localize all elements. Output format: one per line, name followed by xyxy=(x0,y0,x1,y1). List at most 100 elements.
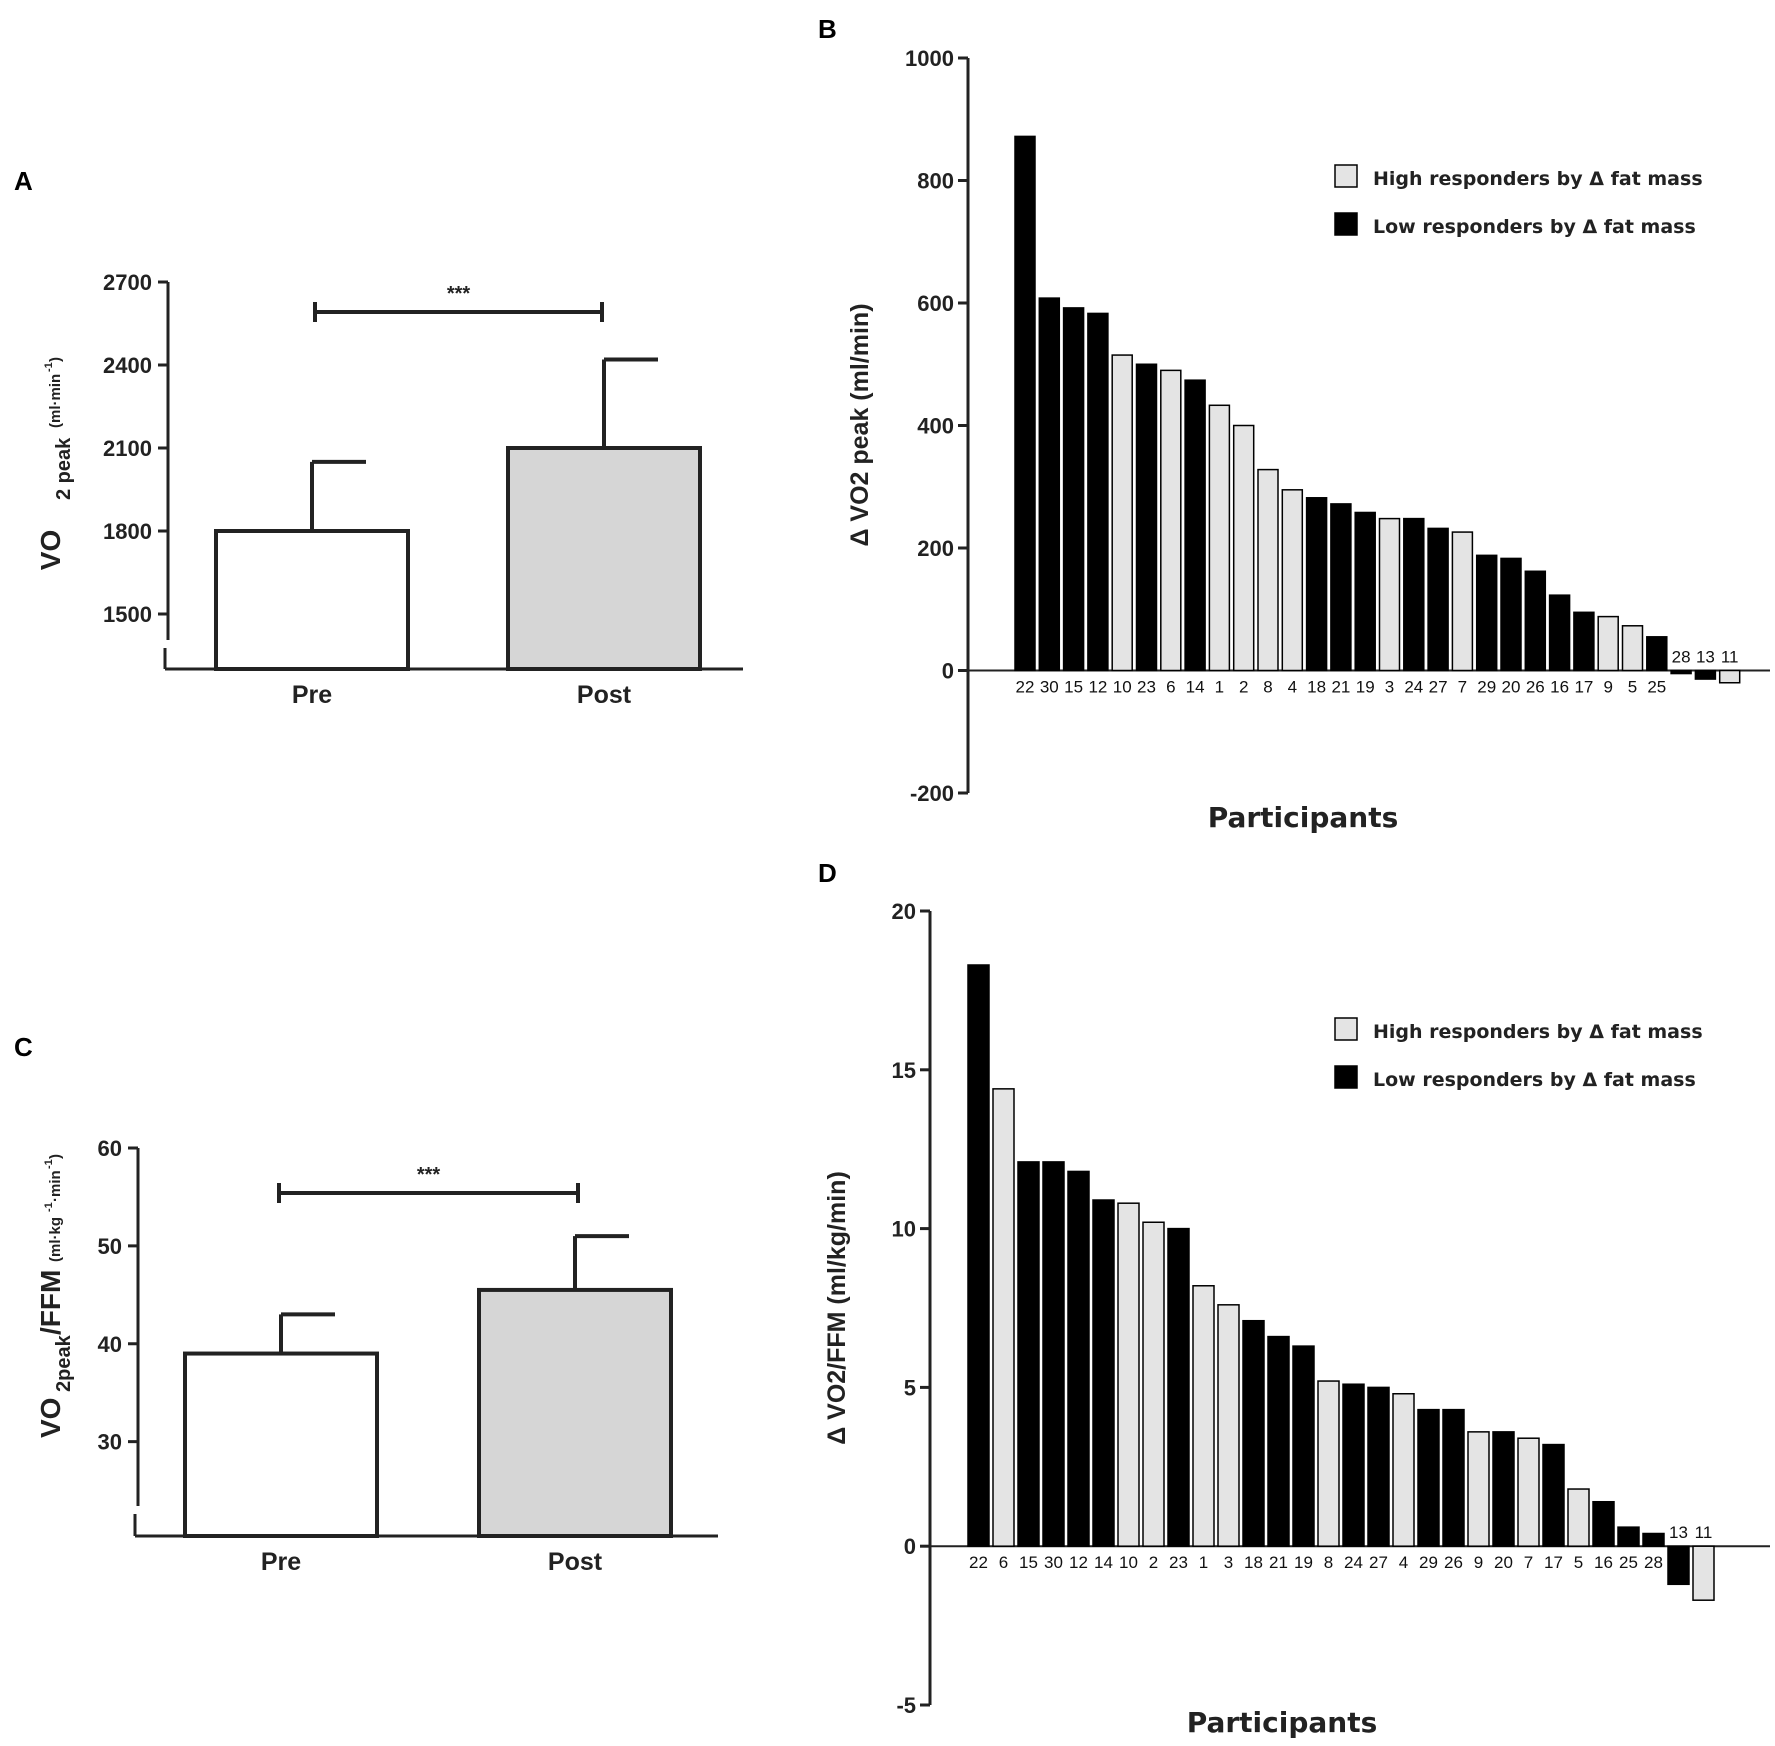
participant-label: 19 xyxy=(1294,1553,1313,1572)
bar-participant-26 xyxy=(1442,1408,1465,1547)
y-axis-label: Δ VO2 peak (ml/min) xyxy=(846,303,874,546)
y-label-units: (ml·min xyxy=(47,374,64,428)
participant-label: 28 xyxy=(1644,1553,1663,1572)
y-tick-label: 0 xyxy=(904,1534,916,1559)
bar-participant-13 xyxy=(1667,1545,1690,1586)
bar-participant-19 xyxy=(1354,511,1376,672)
y-axis-label-a: VO 2 peak (ml·min -1) xyxy=(35,357,75,570)
bar-participant-29 xyxy=(1475,554,1498,672)
legend-swatch-high xyxy=(1334,164,1358,188)
bar-participant-19 xyxy=(1292,1345,1315,1547)
participant-label: 29 xyxy=(1477,678,1496,697)
y-tick-label: 5 xyxy=(904,1375,916,1400)
participant-label: 12 xyxy=(1069,1553,1088,1572)
y-tick-label: 1800 xyxy=(103,519,152,544)
bar-pre xyxy=(183,1351,379,1538)
legend-swatch-low xyxy=(1334,212,1358,236)
bar-participant-27 xyxy=(1427,527,1449,672)
bar-participant-16 xyxy=(1592,1500,1615,1547)
y-tick-label: 20 xyxy=(892,899,916,924)
participant-label: 25 xyxy=(1619,1553,1638,1572)
participant-label: 8 xyxy=(1263,678,1272,697)
participant-label: 4 xyxy=(1399,1553,1408,1572)
y-label-exp: -1 xyxy=(43,362,55,372)
y-label-mid: /FFM xyxy=(35,1270,66,1335)
y-label-units2: ·min xyxy=(47,1170,64,1202)
y-tick-label: 30 xyxy=(98,1430,122,1455)
bar-participant-2 xyxy=(1232,424,1255,672)
panel-letter-c: C xyxy=(14,1032,33,1062)
bar-participant-1 xyxy=(1208,404,1231,672)
participant-label: 16 xyxy=(1550,678,1569,697)
y-axis-label-c: VO 2peak/FFM (ml·kg -1·min-1) xyxy=(35,1154,75,1438)
participant-label: 27 xyxy=(1429,678,1448,697)
participant-label: 25 xyxy=(1647,678,1666,697)
y-tick-label: 40 xyxy=(98,1332,122,1357)
participant-label: 7 xyxy=(1524,1553,1533,1572)
bar-participant-15 xyxy=(1017,1161,1040,1547)
bar-participant-20 xyxy=(1492,1431,1515,1547)
participant-label: 6 xyxy=(999,1553,1008,1572)
participant-label: 13 xyxy=(1696,648,1715,667)
participant-label: 18 xyxy=(1307,678,1326,697)
y-label-close: ) xyxy=(47,357,64,362)
participant-label: 14 xyxy=(1094,1553,1113,1572)
participant-label: 20 xyxy=(1502,678,1521,697)
bar-participant-11 xyxy=(1718,669,1741,684)
bar-participant-28 xyxy=(1642,1532,1665,1547)
bar-participant-4 xyxy=(1392,1393,1415,1547)
participant-label: 26 xyxy=(1444,1553,1463,1572)
participant-label: 2 xyxy=(1149,1553,1158,1572)
bar-participant-18 xyxy=(1305,497,1328,672)
y-label-main: VO xyxy=(35,1398,66,1438)
participant-label: 23 xyxy=(1137,678,1156,697)
bar-participant-5 xyxy=(1567,1488,1590,1547)
participant-label: 1 xyxy=(1199,1553,1208,1572)
bar-participant-23 xyxy=(1135,363,1158,672)
bar-participant-17 xyxy=(1542,1443,1565,1547)
participant-label: 30 xyxy=(1044,1553,1063,1572)
y-tick-label: 1500 xyxy=(103,602,152,627)
y-tick-label: 600 xyxy=(917,291,954,316)
y-label-sub: 2peak xyxy=(53,1334,75,1392)
bar-participant-15 xyxy=(1062,307,1085,672)
legend-label-low: Low responders by Δ fat mass xyxy=(1373,216,1696,238)
participant-label: 3 xyxy=(1385,678,1394,697)
y-tick-label: 10 xyxy=(892,1217,916,1242)
participant-label: 20 xyxy=(1494,1553,1513,1572)
x-category-label: Pre xyxy=(261,1548,301,1576)
participant-label: 10 xyxy=(1113,678,1132,697)
bar-participant-29 xyxy=(1417,1408,1440,1547)
bar-participant-6 xyxy=(1160,369,1182,672)
participant-label: 29 xyxy=(1419,1553,1438,1572)
y-tick-label: -200 xyxy=(910,781,954,806)
participant-label: 24 xyxy=(1344,1553,1363,1572)
participant-label: 10 xyxy=(1119,1553,1138,1572)
y-axis-label: Δ VO2/FFM (ml/kg/min) xyxy=(823,1171,851,1445)
participant-label: 21 xyxy=(1269,1553,1288,1572)
bar-participant-25 xyxy=(1617,1526,1640,1547)
bar-participant-9 xyxy=(1597,615,1619,672)
participant-label: 6 xyxy=(1166,678,1175,697)
participant-label: 16 xyxy=(1594,1553,1613,1572)
y-tick-label: 50 xyxy=(98,1234,122,1259)
x-category-label: Pre xyxy=(292,681,332,709)
bar-participant-6 xyxy=(992,1088,1015,1547)
bar-participant-22 xyxy=(1014,135,1036,672)
participant-label: 30 xyxy=(1040,678,1059,697)
bar-participant-17 xyxy=(1573,611,1595,672)
bar-participant-4 xyxy=(1281,489,1304,672)
bar-participant-10 xyxy=(1111,354,1133,672)
participant-label: 5 xyxy=(1574,1553,1583,1572)
y-label-exp: -1 xyxy=(43,1202,55,1212)
y-tick-label: 2100 xyxy=(103,436,152,461)
bar-participant-5 xyxy=(1621,625,1644,672)
y-tick-label: 0 xyxy=(942,659,954,684)
bar-participant-14 xyxy=(1184,379,1206,672)
y-tick-label: 400 xyxy=(917,414,954,439)
y-tick-label: 200 xyxy=(917,536,954,561)
participant-label: 9 xyxy=(1603,678,1612,697)
participant-label: 21 xyxy=(1331,678,1350,697)
bar-participant-30 xyxy=(1042,1161,1065,1547)
